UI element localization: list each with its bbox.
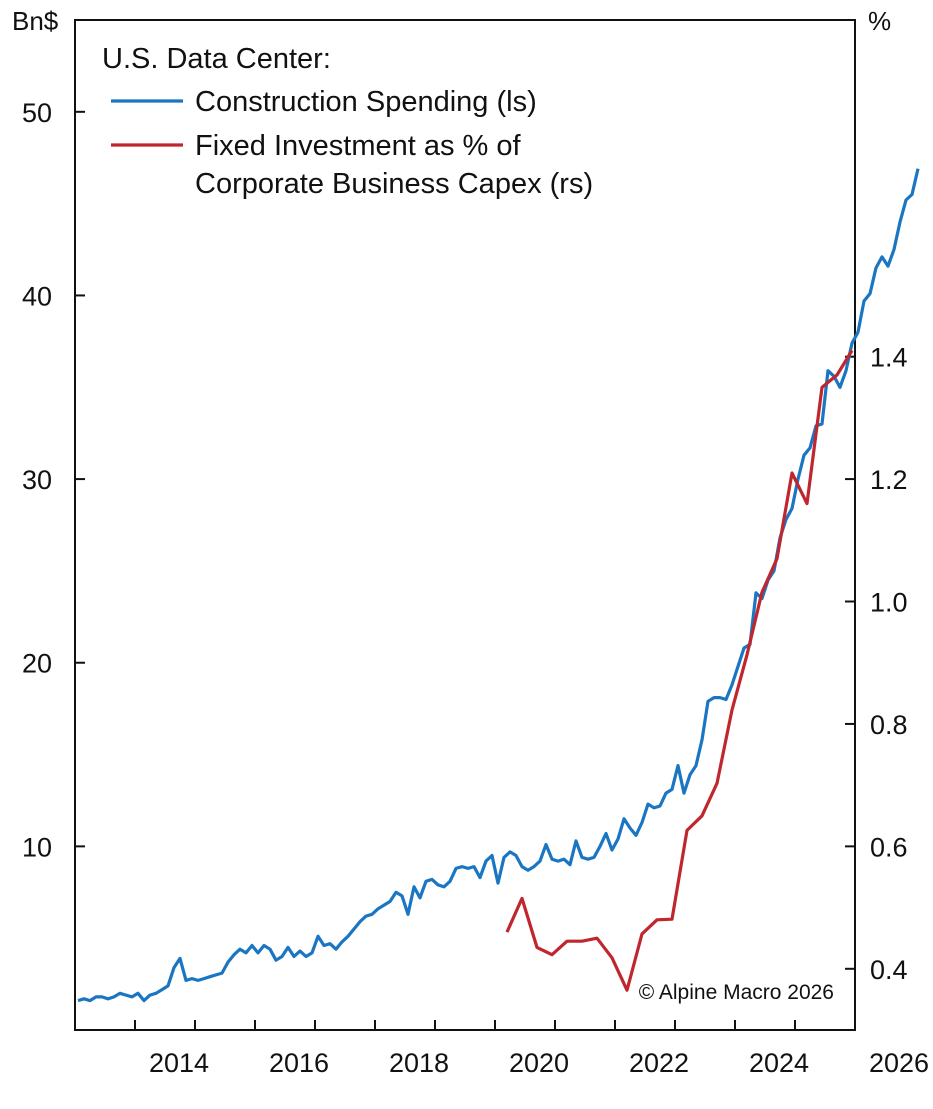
x-tick-label: 2014 [149, 1048, 209, 1078]
left-tick-label: 40 [22, 281, 52, 311]
x-tick-label: 2018 [389, 1048, 449, 1078]
chart-title: U.S. Data Center: [102, 43, 331, 75]
right-tick-label: 1.4 [870, 343, 908, 373]
copyright-annotation: © Alpine Macro 2026 [639, 981, 834, 1004]
plot-frame [74, 19, 856, 1031]
x-tick-label: 2026 [869, 1048, 929, 1078]
series-line-construction-spending [77, 168, 920, 1003]
right-tick-label: 0.8 [870, 710, 908, 740]
left-tick-label: 20 [22, 649, 52, 679]
series-line-fixed-investment [505, 349, 854, 992]
x-tick-label: 2020 [509, 1048, 569, 1078]
left-tick-label: 10 [22, 832, 52, 862]
right-tick-label: 0.6 [870, 832, 908, 862]
right-tick-label: 1.2 [870, 465, 908, 495]
left-tick-label: 50 [22, 98, 52, 128]
left-axis-ticks: 10 20 30 40 50 [22, 98, 85, 862]
right-tick-label: 0.4 [870, 955, 908, 985]
legend-label-fixed-investment-line1: Fixed Investment as % of [195, 130, 522, 162]
x-tick-label: 2016 [269, 1048, 329, 1078]
legend: U.S. Data Center: Construction Spending … [102, 43, 593, 200]
left-tick-label: 30 [22, 465, 52, 495]
left-axis-unit: Bn$ [12, 6, 59, 36]
right-axis-ticks: 0.4 0.6 0.8 1.0 1.2 1.4 [845, 343, 908, 985]
x-axis-ticks: 2014 2016 2018 2020 2022 2024 2026 [74, 1020, 929, 1078]
legend-label-fixed-investment-line2: Corporate Business Capex (rs) [195, 168, 593, 200]
x-tick-label: 2022 [629, 1048, 689, 1078]
right-tick-label: 1.0 [870, 588, 908, 618]
legend-label-construction-spending: Construction Spending (ls) [195, 86, 537, 118]
x-tick-label: 2024 [749, 1048, 809, 1078]
right-axis-unit: % [868, 6, 891, 36]
